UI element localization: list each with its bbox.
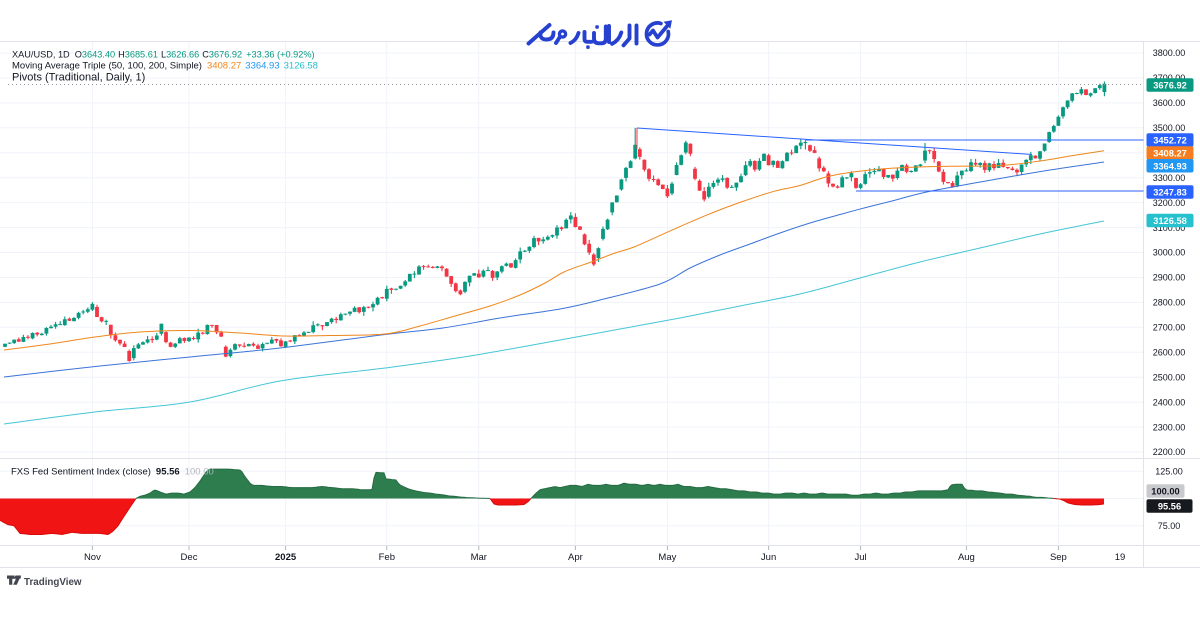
svg-text:3408.27: 3408.27 xyxy=(1153,149,1187,159)
svg-text:2300.00: 2300.00 xyxy=(1153,422,1186,432)
svg-text:Moving Average Triple (50, 100: Moving Average Triple (50, 100, 200, Sim… xyxy=(12,61,318,72)
svg-text:Mar: Mar xyxy=(471,552,487,563)
svg-text:3126.58: 3126.58 xyxy=(1153,216,1187,226)
svg-text:3800.00: 3800.00 xyxy=(1153,48,1186,58)
svg-text:Dec: Dec xyxy=(181,552,198,563)
svg-text:2500.00: 2500.00 xyxy=(1153,372,1186,382)
svg-text:Feb: Feb xyxy=(379,552,395,563)
svg-text:100.00: 100.00 xyxy=(1151,487,1179,497)
svg-text:2600.00: 2600.00 xyxy=(1153,348,1186,358)
svg-text:2800.00: 2800.00 xyxy=(1153,298,1186,308)
svg-text:3100.00: 3100.00 xyxy=(1153,223,1186,233)
svg-text:Sep: Sep xyxy=(1050,552,1067,563)
svg-text:Pivots (Traditional, Daily, 1): Pivots (Traditional, Daily, 1) xyxy=(12,72,145,84)
svg-text:2025: 2025 xyxy=(275,552,297,563)
svg-text:Jul: Jul xyxy=(855,552,867,563)
svg-text:3300.00: 3300.00 xyxy=(1153,173,1186,183)
svg-text:2200.00: 2200.00 xyxy=(1153,447,1186,457)
svg-text:TradingView: TradingView xyxy=(24,577,82,588)
svg-text:3247.83: 3247.83 xyxy=(1153,188,1187,198)
svg-text:2900.00: 2900.00 xyxy=(1153,273,1186,283)
svg-text:Apr: Apr xyxy=(568,552,583,563)
svg-text:3600.00: 3600.00 xyxy=(1153,98,1186,108)
svg-text:Aug: Aug xyxy=(958,552,975,563)
svg-text:19: 19 xyxy=(1115,552,1126,563)
svg-text:3364.93: 3364.93 xyxy=(1153,161,1187,171)
svg-text:3700.00: 3700.00 xyxy=(1153,73,1186,83)
svg-text:125.00: 125.00 xyxy=(1155,466,1183,476)
svg-text:May: May xyxy=(658,552,676,563)
svg-text:FXS Fed Sentiment Index (close: FXS Fed Sentiment Index (close) 95.56 100.… xyxy=(11,467,214,478)
svg-text:Nov: Nov xyxy=(84,552,101,563)
svg-text:3676.92: 3676.92 xyxy=(1153,81,1187,91)
svg-text:95.56: 95.56 xyxy=(1158,502,1181,512)
svg-text:2400.00: 2400.00 xyxy=(1153,397,1186,407)
svg-text:Jun: Jun xyxy=(761,552,776,563)
svg-text:3000.00: 3000.00 xyxy=(1153,248,1186,258)
svg-text:2700.00: 2700.00 xyxy=(1153,323,1186,333)
svg-text:3200.00: 3200.00 xyxy=(1153,198,1186,208)
svg-text:3500.00: 3500.00 xyxy=(1153,123,1186,133)
svg-text:3452.72: 3452.72 xyxy=(1153,136,1187,146)
svg-text:75.00: 75.00 xyxy=(1158,521,1181,531)
